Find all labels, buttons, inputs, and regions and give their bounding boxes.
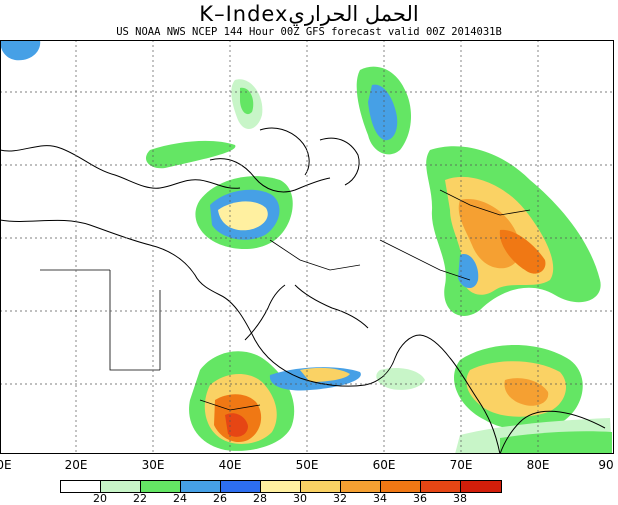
x-tick-label: 20E bbox=[64, 458, 88, 472]
coastlines bbox=[0, 127, 606, 454]
color-scale-bar bbox=[60, 480, 502, 493]
x-tick-label: 90 bbox=[598, 458, 614, 472]
color-scale-box bbox=[381, 481, 421, 492]
x-tick-label: 40E bbox=[218, 458, 242, 472]
graticule bbox=[0, 40, 614, 454]
color-scale-box bbox=[221, 481, 261, 492]
color-scale-box bbox=[181, 481, 221, 492]
map-subtitle: US NOAA NWS NCEP 144 Hour 00Z GFS foreca… bbox=[116, 26, 502, 38]
x-tick-label: 60E bbox=[372, 458, 396, 472]
color-scale-box bbox=[61, 481, 101, 492]
color-scale-box bbox=[101, 481, 141, 492]
k-index-shading bbox=[0, 40, 612, 454]
color-scale-label: 36 bbox=[413, 492, 427, 505]
x-tick-label: 0E bbox=[0, 458, 12, 472]
color-scale-label: 34 bbox=[373, 492, 387, 505]
k-index-map bbox=[0, 40, 614, 454]
color-scale-box bbox=[141, 481, 181, 492]
x-tick-label: 80E bbox=[526, 458, 550, 472]
color-scale-label: 24 bbox=[173, 492, 187, 505]
color-scale-label: 32 bbox=[333, 492, 347, 505]
color-scale-box bbox=[261, 481, 301, 492]
map-frame bbox=[0, 40, 614, 454]
color-scale-box bbox=[341, 481, 381, 492]
x-tick-label: 70E bbox=[449, 458, 473, 472]
color-scale-label: 38 bbox=[453, 492, 467, 505]
color-scale-box bbox=[301, 481, 341, 492]
color-scale-label: 26 bbox=[213, 492, 227, 505]
map-title: K–Indexالحمل الحراري bbox=[199, 2, 419, 26]
color-scale-label: 20 bbox=[93, 492, 107, 505]
color-scale-label: 22 bbox=[133, 492, 147, 505]
color-scale-box bbox=[461, 481, 501, 492]
color-scale-label: 28 bbox=[253, 492, 267, 505]
color-scale-box bbox=[421, 481, 461, 492]
x-tick-label: 30E bbox=[141, 458, 165, 472]
x-tick-label: 50E bbox=[295, 458, 319, 472]
color-scale-label: 30 bbox=[293, 492, 307, 505]
